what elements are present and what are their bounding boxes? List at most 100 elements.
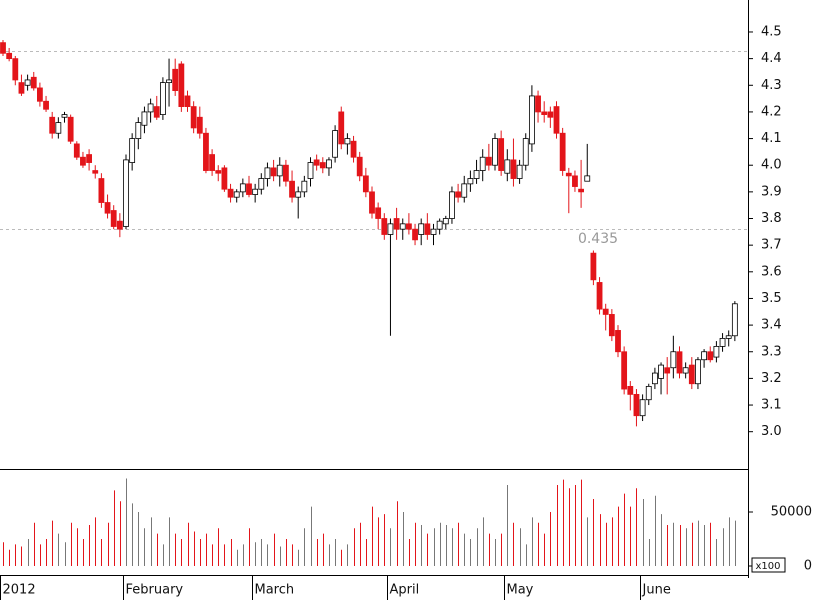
candle-body — [498, 138, 505, 171]
candle-body — [55, 122, 62, 134]
candle-body — [412, 228, 418, 241]
candle-body — [645, 385, 652, 401]
candle-body — [37, 87, 43, 102]
candle-body — [301, 180, 308, 193]
candle-body — [633, 393, 640, 417]
candle-body — [701, 351, 707, 361]
candle-body — [141, 111, 148, 126]
candle-body — [602, 308, 609, 315]
candle-body — [307, 162, 314, 179]
candle-body — [98, 178, 105, 203]
candle-body — [252, 188, 259, 195]
candle-body — [621, 351, 628, 390]
candle-body — [449, 191, 455, 219]
candle-body — [670, 351, 677, 369]
candle-body — [455, 191, 462, 198]
candle-body — [233, 191, 240, 198]
candle-body — [326, 159, 332, 169]
candle-body — [399, 223, 406, 230]
candle-body — [639, 399, 646, 417]
y-tick-label: 3.9 — [761, 184, 782, 199]
x-tick-label: February — [126, 583, 184, 598]
candle-body — [270, 167, 277, 177]
candle-body — [369, 191, 375, 214]
candle-body — [338, 111, 345, 145]
y-tick-label: 3.4 — [761, 318, 782, 333]
candle-body — [516, 164, 523, 179]
candle-body — [30, 76, 37, 89]
candle-body — [196, 116, 203, 134]
candle-body — [246, 183, 252, 195]
candle-body — [725, 335, 732, 339]
candle-body — [135, 122, 142, 139]
candle-body — [166, 79, 172, 84]
candle-body — [159, 82, 166, 115]
candle-body — [356, 156, 363, 177]
candle-body — [572, 175, 578, 187]
candle-body — [116, 220, 123, 230]
candle-body — [6, 52, 13, 60]
candle-body — [184, 95, 191, 107]
candle-body — [652, 372, 658, 385]
candle-body — [510, 159, 517, 179]
candle-body — [688, 364, 695, 385]
annotation: 0.435 — [578, 231, 618, 247]
candle-body — [375, 207, 382, 219]
candle-body — [559, 132, 566, 171]
candle-body — [221, 167, 228, 190]
candle-body — [319, 162, 326, 169]
y-tick-label: 3.5 — [761, 291, 782, 306]
candle-body — [596, 282, 603, 310]
candle-body — [682, 367, 689, 374]
candle-body — [172, 68, 179, 92]
candle-body — [584, 175, 591, 182]
y-tick-label: 4.4 — [761, 51, 782, 66]
x-tick-label: April — [390, 583, 420, 598]
candle-body — [664, 367, 671, 374]
y-tick-label: 4.3 — [761, 78, 782, 93]
candle-body — [547, 111, 554, 118]
y-tick-label: 3.0 — [761, 424, 782, 439]
candle-body — [676, 351, 683, 374]
candle-body — [485, 156, 492, 166]
candle-body — [80, 156, 86, 166]
y-tick-label: 3.6 — [761, 264, 782, 279]
candle-body — [405, 223, 412, 230]
x-tick-label: 2012 — [3, 583, 36, 598]
candle-body — [522, 138, 529, 166]
candle-body — [553, 106, 560, 134]
candle-body — [282, 164, 289, 182]
candle-body — [565, 172, 572, 177]
candle-body — [190, 106, 197, 129]
candle-body — [123, 159, 129, 227]
candle-body — [129, 138, 136, 163]
candle-body — [289, 180, 295, 198]
candle-body — [381, 218, 388, 235]
candle-body — [86, 154, 92, 163]
candle-body — [393, 218, 400, 230]
candle-body — [430, 228, 437, 235]
candle-body — [295, 191, 302, 198]
candle-body — [424, 223, 431, 235]
candle-body — [227, 188, 234, 198]
candle-body — [627, 385, 634, 395]
candle-body — [731, 303, 738, 337]
candle-body — [73, 143, 80, 158]
candle-body — [615, 330, 621, 353]
candle-body — [350, 140, 357, 158]
candle-body — [713, 346, 720, 358]
candle-body — [61, 114, 68, 118]
candle-body — [461, 183, 468, 198]
candle-body — [203, 132, 209, 171]
candle-body — [529, 95, 535, 145]
y-tick-label: 3.8 — [761, 211, 782, 226]
candle-body — [215, 170, 222, 174]
candle-body — [719, 338, 726, 347]
y-tick-label: 3.3 — [761, 344, 782, 359]
candle-body — [436, 220, 443, 230]
candle-body — [473, 170, 480, 179]
candle-body — [258, 178, 265, 190]
y-tick-label: 3.1 — [761, 398, 782, 413]
candle-body — [695, 359, 701, 385]
